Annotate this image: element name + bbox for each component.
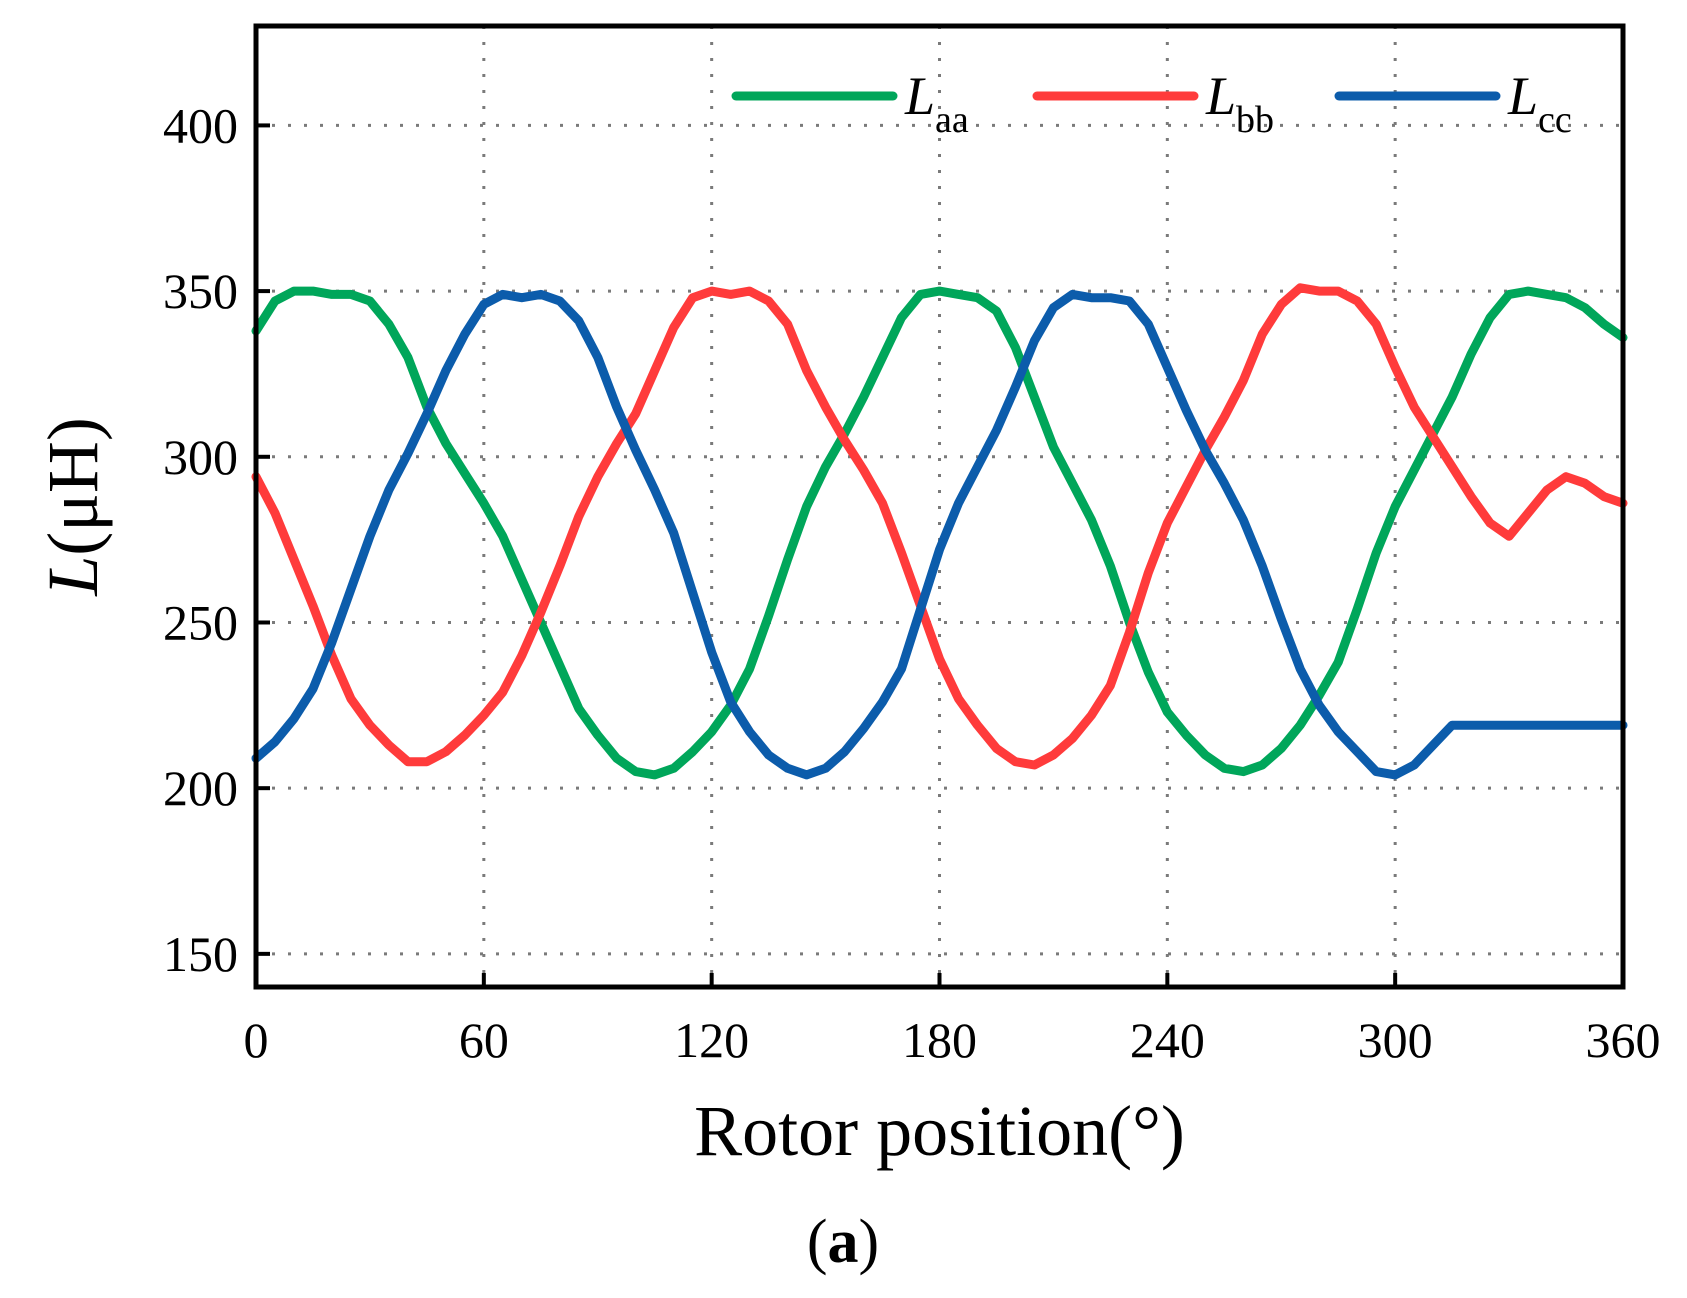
y-tick-label: 350	[163, 263, 238, 319]
grid	[256, 26, 1623, 987]
x-axis-title: Rotor position(°)	[694, 1091, 1185, 1171]
x-tick-label: 60	[459, 1012, 509, 1068]
x-tick-label: 360	[1586, 1012, 1661, 1068]
legend-label-aa: Laa	[904, 66, 969, 141]
y-tick-label: 300	[163, 429, 238, 485]
y-axis-unit: (μH)	[33, 417, 113, 556]
y-tick-label: 400	[163, 97, 238, 153]
legend-item-aa: Laa	[731, 66, 969, 141]
y-tick-labels: 150 200 250 300 350 400	[163, 97, 238, 981]
tick-marks	[254, 123, 1625, 987]
y-tick-label: 200	[163, 760, 238, 816]
x-tick-label: 180	[902, 1012, 977, 1068]
series-line-aa	[251, 286, 1628, 780]
x-tick-label: 120	[674, 1012, 749, 1068]
legend-label-cc: Lcc	[1507, 66, 1572, 141]
series-group	[251, 283, 1628, 780]
legend-item-bb: Lbb	[1032, 66, 1274, 141]
y-axis-symbol: L	[33, 556, 113, 597]
y-tick-label: 250	[163, 594, 238, 650]
caption-open-paren: (	[807, 1208, 828, 1276]
series-line-cc	[251, 289, 1628, 780]
legend-label-bb: Lbb	[1205, 66, 1274, 141]
caption-close-paren: )	[859, 1208, 880, 1276]
x-tick-labels: 0 60 120 180 240 300 360	[244, 1012, 1661, 1068]
legend: Laa Lbb Lcc	[731, 66, 1572, 141]
legend-item-cc: Lcc	[1334, 66, 1572, 141]
series-line-bb	[251, 283, 1628, 770]
x-tick-label: 300	[1358, 1012, 1433, 1068]
x-tick-label: 0	[244, 1012, 269, 1068]
x-tick-label: 240	[1130, 1012, 1205, 1068]
y-axis-title: L(μH)	[33, 417, 113, 597]
caption-letter: a	[828, 1208, 859, 1276]
figure-caption: (a)	[807, 1208, 879, 1276]
y-tick-label: 150	[163, 926, 238, 982]
